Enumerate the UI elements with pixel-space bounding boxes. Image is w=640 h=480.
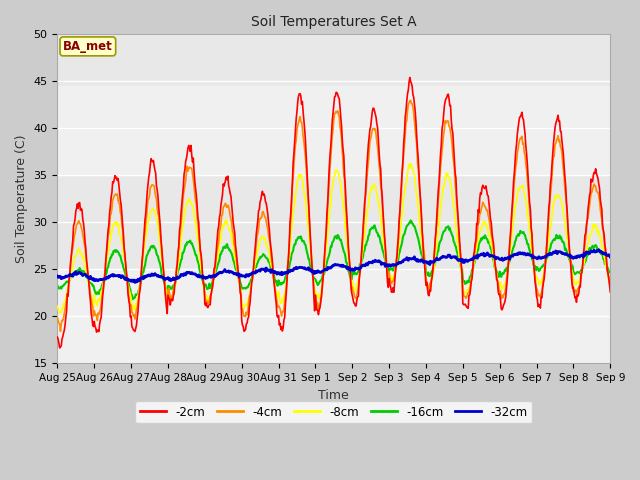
-2cm bbox=[557, 129, 565, 134]
-4cm bbox=[607, 285, 614, 290]
-8cm bbox=[435, 221, 443, 227]
-16cm bbox=[380, 251, 388, 257]
-16cm bbox=[407, 217, 415, 223]
-4cm bbox=[326, 165, 334, 171]
-8cm bbox=[557, 198, 565, 204]
-8cm bbox=[56, 310, 64, 316]
-32cm bbox=[607, 254, 614, 260]
-32cm bbox=[557, 249, 564, 254]
-32cm bbox=[131, 279, 139, 285]
-4cm bbox=[54, 315, 61, 321]
-32cm bbox=[200, 275, 207, 281]
-16cm bbox=[326, 249, 334, 254]
-4cm bbox=[200, 276, 207, 281]
-16cm bbox=[200, 280, 207, 286]
X-axis label: Time: Time bbox=[319, 389, 349, 402]
-4cm bbox=[56, 328, 64, 334]
-2cm bbox=[380, 221, 388, 227]
-2cm bbox=[406, 74, 413, 80]
-2cm bbox=[326, 153, 334, 158]
-4cm bbox=[175, 236, 183, 242]
Line: -32cm: -32cm bbox=[58, 250, 611, 282]
Y-axis label: Soil Temperature (C): Soil Temperature (C) bbox=[15, 134, 28, 263]
-16cm bbox=[557, 234, 565, 240]
-8cm bbox=[175, 254, 183, 260]
-4cm bbox=[557, 145, 565, 151]
Line: -4cm: -4cm bbox=[58, 100, 611, 331]
-2cm bbox=[56, 345, 63, 351]
-2cm bbox=[175, 227, 183, 233]
Line: -16cm: -16cm bbox=[58, 220, 611, 299]
-16cm bbox=[129, 296, 136, 302]
-32cm bbox=[175, 274, 183, 280]
-2cm bbox=[54, 334, 61, 340]
-32cm bbox=[435, 257, 442, 263]
Title: Soil Temperatures Set A: Soil Temperatures Set A bbox=[251, 15, 417, 29]
-32cm bbox=[380, 261, 388, 266]
-2cm bbox=[607, 289, 614, 295]
Bar bbox=[58, 86, 611, 175]
-16cm bbox=[607, 270, 614, 276]
-4cm bbox=[380, 224, 388, 230]
Bar bbox=[58, 269, 611, 363]
-16cm bbox=[54, 283, 61, 288]
-4cm bbox=[407, 97, 415, 103]
-8cm bbox=[200, 283, 207, 289]
-8cm bbox=[54, 303, 61, 309]
-16cm bbox=[175, 264, 183, 270]
-16cm bbox=[435, 242, 443, 248]
-2cm bbox=[435, 179, 443, 185]
-4cm bbox=[435, 190, 443, 195]
-8cm bbox=[407, 161, 415, 167]
-32cm bbox=[595, 247, 603, 253]
Legend: -2cm, -4cm, -8cm, -16cm, -32cm: -2cm, -4cm, -8cm, -16cm, -32cm bbox=[135, 401, 532, 423]
Line: -2cm: -2cm bbox=[58, 77, 611, 348]
-8cm bbox=[607, 278, 614, 284]
-8cm bbox=[380, 241, 388, 247]
-8cm bbox=[326, 206, 334, 212]
-32cm bbox=[54, 273, 61, 279]
-2cm bbox=[200, 281, 207, 287]
Line: -8cm: -8cm bbox=[58, 164, 611, 313]
Text: BA_met: BA_met bbox=[63, 40, 113, 53]
-32cm bbox=[326, 264, 334, 270]
